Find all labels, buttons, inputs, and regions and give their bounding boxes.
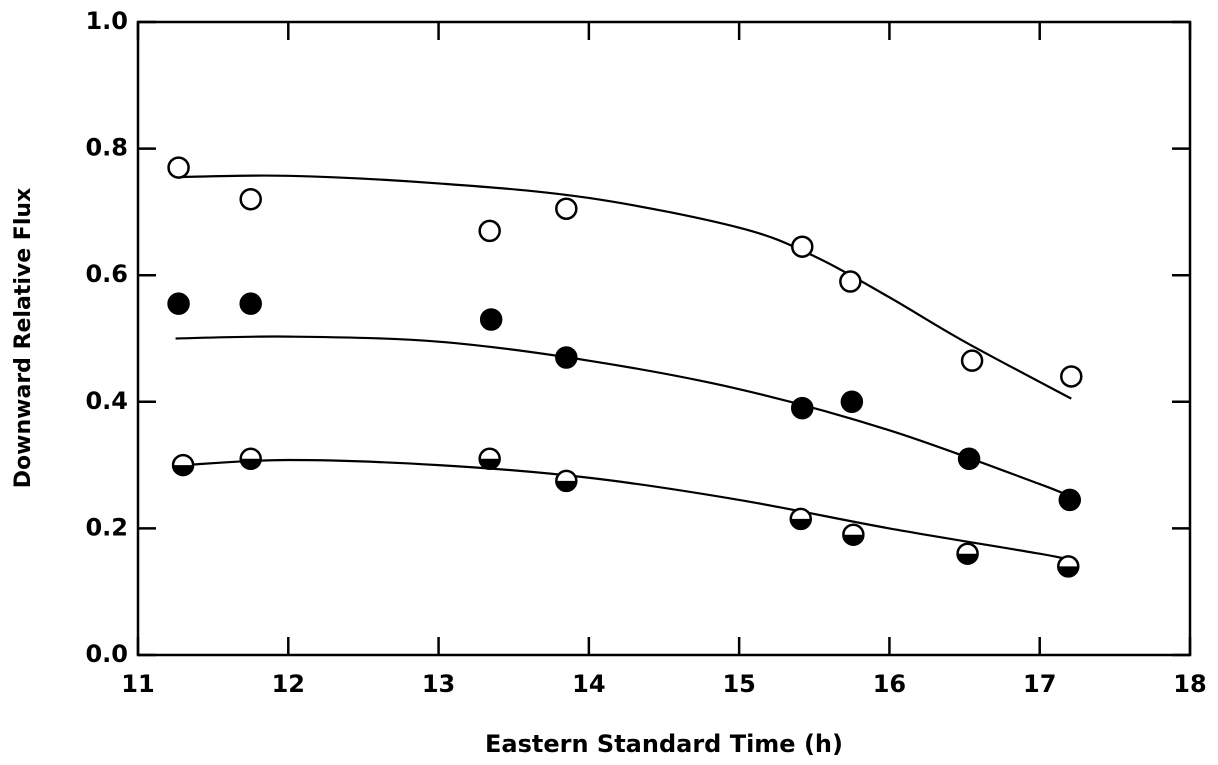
x-tick-label: 18	[1173, 670, 1206, 698]
data-point	[239, 447, 262, 471]
marker	[960, 349, 984, 372]
data-point	[1057, 555, 1080, 578]
marker	[479, 308, 503, 331]
marker	[791, 396, 814, 420]
y-axis-label: Downward Relative Flux	[11, 188, 36, 488]
y-tick-label: 0.6	[85, 260, 128, 288]
data-point	[171, 453, 195, 477]
marker-half	[240, 458, 261, 469]
data-point	[555, 197, 578, 220]
data-point	[1058, 488, 1082, 512]
x-tick-label: 17	[1023, 670, 1056, 698]
marker	[555, 197, 578, 220]
data-point	[842, 523, 865, 546]
marker-half	[479, 458, 500, 469]
marker	[239, 292, 262, 315]
x-tick-label: 15	[722, 670, 755, 698]
data-point	[957, 447, 981, 471]
data-point	[555, 346, 578, 369]
y-tick-label: 0.4	[85, 387, 128, 415]
marker-half	[843, 534, 864, 545]
marker-half	[173, 465, 194, 476]
marker	[840, 390, 864, 414]
data-point	[1060, 365, 1083, 388]
data-point	[239, 187, 262, 211]
x-tick-label: 11	[121, 670, 154, 698]
marker	[957, 447, 981, 471]
fit-curve	[175, 335, 1071, 498]
x-tick-label: 14	[572, 670, 605, 698]
marker	[791, 235, 814, 258]
fit-curve	[183, 458, 1071, 562]
y-tick-label: 1.0	[85, 7, 128, 35]
x-tick-label: 13	[422, 670, 455, 698]
data-point	[478, 219, 501, 243]
data-point	[239, 292, 262, 315]
data-point	[555, 469, 578, 493]
x-tick-label: 16	[873, 670, 906, 698]
marker	[478, 219, 501, 243]
data-point	[478, 447, 501, 471]
marker	[1058, 488, 1082, 512]
y-tick-label: 0.8	[85, 134, 128, 162]
x-tick-label: 12	[272, 670, 305, 698]
marker-half	[957, 553, 978, 564]
x-axis-label: Eastern Standard Time (h)	[485, 730, 843, 758]
plot-frame	[136, 20, 1192, 657]
marker-half	[1058, 566, 1079, 577]
data-point	[167, 156, 190, 179]
data-point	[791, 235, 814, 258]
marker	[167, 292, 190, 315]
data-point	[840, 390, 864, 414]
data-point	[960, 349, 984, 372]
data-point	[479, 308, 503, 331]
marker	[1060, 365, 1083, 388]
data-point	[956, 542, 979, 565]
data-point	[167, 292, 190, 315]
marker-half	[556, 480, 577, 491]
marker	[839, 270, 862, 293]
y-tick-label: 0.2	[85, 513, 128, 541]
marker-half	[790, 518, 811, 529]
y-tick-label: 0.0	[85, 640, 128, 668]
marker	[239, 187, 262, 211]
fit-curve	[175, 174, 1072, 400]
data-point	[789, 507, 813, 531]
marker	[555, 346, 578, 369]
data-point	[839, 270, 862, 293]
data-point	[791, 396, 814, 420]
marker	[167, 156, 190, 179]
